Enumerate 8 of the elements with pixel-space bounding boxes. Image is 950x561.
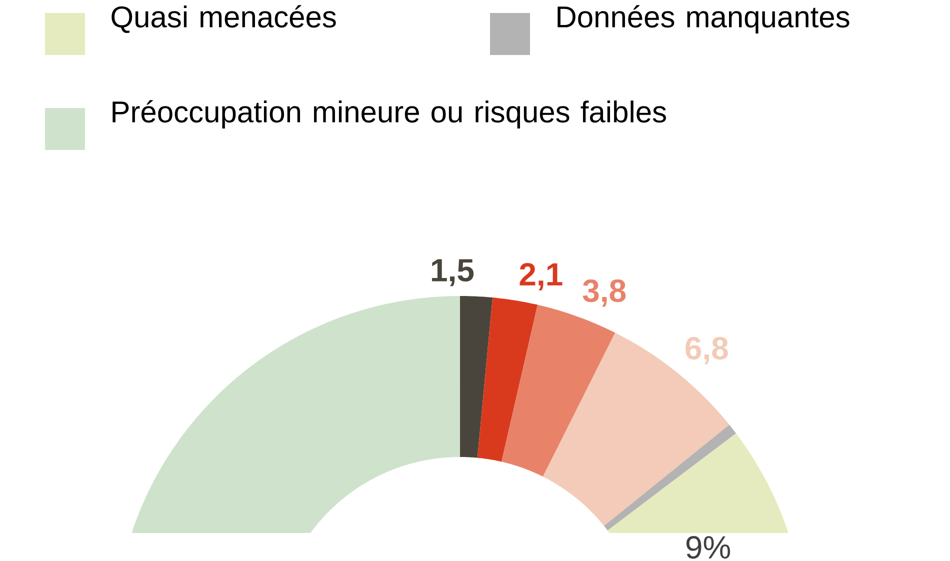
data-label: 1,5: [432, 259, 474, 286]
legend-label: Quasi menacées: [112, 5, 336, 34]
legend-label: Données manquantes: [558, 5, 850, 34]
data-label: 2,1: [520, 263, 562, 290]
legend-label: Préoccupation mineure ou risques faibles: [112, 100, 666, 129]
data-label: 6,8: [686, 337, 728, 364]
data-label: 9%: [686, 536, 730, 559]
data-label: 3,8: [582, 280, 626, 307]
